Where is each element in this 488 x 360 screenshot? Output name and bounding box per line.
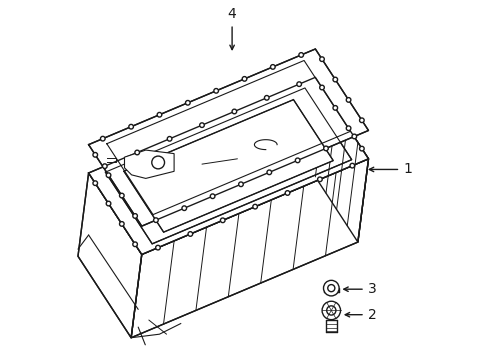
Circle shape: [346, 98, 350, 102]
Circle shape: [199, 123, 204, 127]
Circle shape: [349, 163, 354, 168]
Polygon shape: [124, 150, 174, 179]
Circle shape: [319, 85, 324, 90]
Circle shape: [220, 218, 224, 222]
Circle shape: [359, 118, 364, 123]
Circle shape: [102, 164, 107, 168]
Circle shape: [167, 136, 172, 141]
Circle shape: [185, 100, 190, 105]
Circle shape: [238, 182, 243, 186]
Circle shape: [359, 146, 364, 151]
Circle shape: [232, 109, 236, 114]
Circle shape: [332, 105, 337, 110]
Circle shape: [119, 193, 124, 198]
Polygon shape: [78, 173, 142, 338]
Circle shape: [210, 194, 215, 198]
Circle shape: [182, 206, 186, 211]
Circle shape: [151, 156, 164, 169]
Polygon shape: [131, 159, 368, 338]
Text: 3: 3: [367, 282, 376, 296]
Text: 1: 1: [403, 162, 412, 176]
Polygon shape: [88, 49, 368, 226]
Circle shape: [296, 82, 301, 86]
Circle shape: [322, 301, 340, 320]
Text: 2: 2: [367, 308, 376, 322]
Circle shape: [270, 64, 275, 69]
Polygon shape: [304, 77, 368, 242]
Circle shape: [93, 153, 97, 157]
Circle shape: [153, 218, 158, 222]
Circle shape: [135, 150, 139, 155]
Circle shape: [317, 177, 322, 181]
Polygon shape: [105, 88, 351, 244]
Circle shape: [252, 204, 257, 209]
Circle shape: [133, 213, 137, 218]
Text: 4: 4: [227, 6, 236, 21]
Circle shape: [188, 232, 192, 236]
Circle shape: [100, 136, 105, 141]
Polygon shape: [123, 100, 332, 232]
Polygon shape: [88, 77, 368, 255]
Circle shape: [323, 280, 338, 296]
Circle shape: [155, 245, 160, 250]
Circle shape: [93, 181, 97, 185]
Circle shape: [298, 53, 303, 57]
Circle shape: [319, 57, 324, 62]
Circle shape: [106, 201, 111, 206]
Circle shape: [157, 112, 162, 117]
Circle shape: [213, 89, 218, 93]
Circle shape: [242, 77, 246, 81]
Circle shape: [266, 170, 271, 175]
Circle shape: [323, 146, 327, 151]
Circle shape: [106, 173, 111, 177]
Circle shape: [264, 95, 268, 100]
Circle shape: [346, 126, 350, 131]
Circle shape: [326, 306, 335, 315]
Circle shape: [128, 125, 133, 129]
Circle shape: [295, 158, 299, 163]
Circle shape: [351, 134, 356, 139]
Circle shape: [285, 191, 289, 195]
Circle shape: [332, 77, 337, 82]
Circle shape: [119, 222, 124, 226]
Circle shape: [133, 242, 137, 247]
Circle shape: [327, 285, 334, 292]
